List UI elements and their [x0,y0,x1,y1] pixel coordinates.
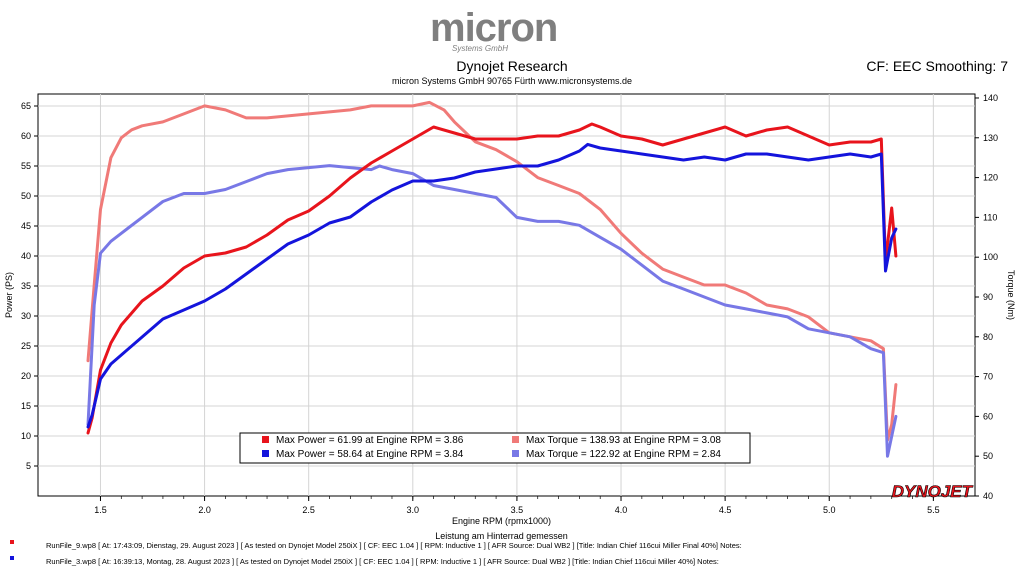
plot-area [37,93,976,497]
x-tick-label: 2.0 [198,505,211,515]
y-tick-label: 45 [21,221,31,231]
y-tick-label: 5 [26,461,31,471]
y-tick-label: 50 [21,191,31,201]
y-tick-label: 55 [21,161,31,171]
legend-entry: Max Torque = 138.93 at Engine RPM = 3.08 [526,435,721,446]
series-line-4 [86,142,898,429]
dynojet-logo: DYNOJET [892,482,974,501]
x-tick-label: 3.5 [511,505,524,515]
y-tick-label: 25 [21,341,31,351]
footer-run-2: RunFile_3.wp8 [ At: 16:39:13, Montag, 28… [46,557,719,566]
series-line-3 [86,122,898,435]
series-line-2 [86,164,898,458]
y2-tick-label: 50 [983,451,993,461]
y2-tick-label: 140 [983,93,998,103]
x-tick-label: 5.5 [927,505,940,515]
x-axis-note: Leistung am Hinterrad gemessen [435,531,568,541]
logo-subtitle: Systems GmbH [452,44,509,53]
legend-entry: Max Torque = 122.92 at Engine RPM = 2.84 [526,449,721,460]
y-tick-label: 15 [21,401,31,411]
legend-swatch [512,436,519,443]
y2-tick-label: 70 [983,372,993,382]
legend-swatch [512,450,519,457]
y-tick-label: 35 [21,281,31,291]
legend-box [239,432,751,464]
legend-entry: Max Power = 58.64 at Engine RPM = 3.84 [276,449,464,460]
y-tick-label: 20 [21,371,31,381]
logo-wordmark: micron [430,6,558,50]
series-line-1 [86,100,898,442]
footer-run-1: RunFile_9.wp8 [ At: 17:43:09, Dienstag, … [46,541,742,550]
cf-smoothing-label: CF: EEC Smoothing: 7 [866,58,1008,74]
y-tick-label: 30 [21,311,31,321]
x-tick-label: 3.0 [407,505,420,515]
y-tick-label: 40 [21,251,31,261]
x-tick-label: 4.5 [719,505,732,515]
x-axis-label: Engine RPM (rpmx1000) [452,516,551,526]
x-tick-label: 4.0 [615,505,628,515]
micron-logo: micron Systems GmbH [430,6,590,58]
x-tick-label: 2.5 [302,505,315,515]
x-tick-label: 1.5 [94,505,107,515]
y-axis-label: Power (PS) [4,272,14,318]
y2-tick-label: 120 [983,173,998,183]
y2-tick-label: 110 [983,212,997,222]
footer-marker-blue [10,556,14,560]
y2-tick-label: 80 [983,332,993,342]
legend-swatch [262,436,269,443]
y-tick-label: 10 [21,431,31,441]
x-tick-label: 5.0 [823,505,836,515]
y-tick-label: 60 [21,131,31,141]
y2-tick-label: 60 [983,411,993,421]
y-tick-label: 65 [21,101,31,111]
y2-tick-label: 40 [983,491,993,501]
footer-marker-red [10,540,14,544]
y2-tick-label: 130 [983,133,998,143]
chart-title: Dynojet Research [456,58,568,74]
y2-tick-label: 100 [983,252,998,262]
legend-swatch [262,450,269,457]
chart-subtitle: micron Systems GmbH 90765 Fürth www.micr… [391,76,633,86]
legend-entry: Max Power = 61.99 at Engine RPM = 3.86 [276,435,464,446]
y2-axis-label: Torque (Nm) [1006,270,1016,320]
y2-tick-label: 90 [983,292,993,302]
